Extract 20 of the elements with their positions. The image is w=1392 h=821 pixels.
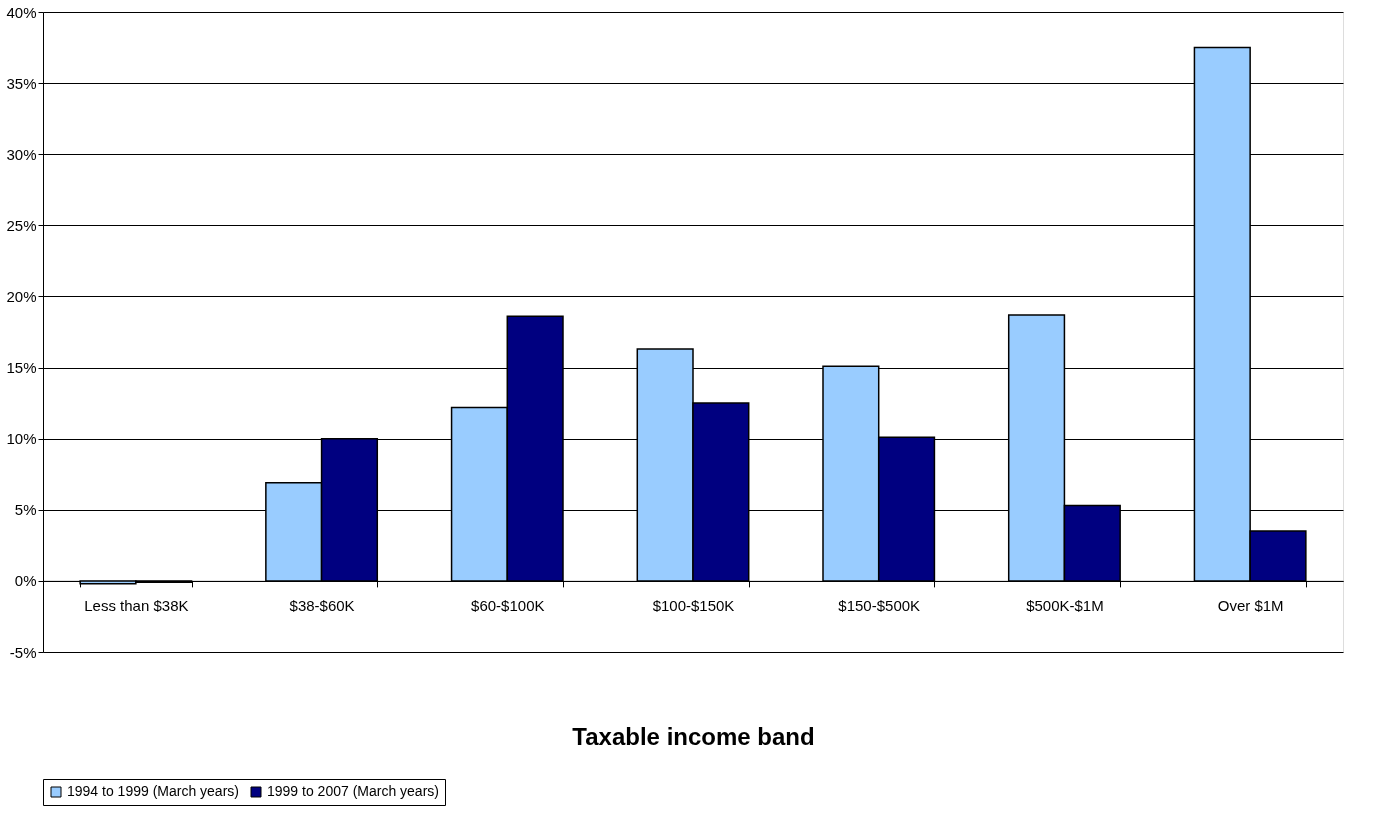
x-tick-label: $500K-$1M — [1026, 597, 1104, 615]
y-tick-label: 15% — [6, 359, 37, 377]
x-tick-label: $60-$100K — [471, 597, 545, 615]
y-tick-label: 40% — [6, 3, 37, 21]
y-tick-label: 35% — [6, 74, 37, 92]
y-tick-label: 30% — [6, 145, 37, 163]
y-tick-label: 5% — [14, 501, 37, 519]
x-tick-label: Over $1M — [1217, 597, 1284, 615]
x-tick-label: $100-$150K — [652, 597, 735, 615]
y-tick-label: 0% — [14, 572, 37, 590]
x-axis-title: Taxable income band — [572, 722, 815, 750]
legend-label: 1999 to 2007 (March years) — [267, 783, 439, 799]
x-tick-label: $150-$500K — [838, 597, 921, 615]
y-tick-label: 10% — [6, 430, 37, 448]
y-tick-label: 25% — [6, 216, 37, 234]
x-tick-label: Less than $38K — [84, 597, 189, 615]
y-tick-label: 20% — [6, 287, 37, 305]
legend-label: 1994 to 1999 (March years) — [67, 783, 239, 799]
y-tick-label: -5% — [9, 643, 37, 661]
x-tick-label: $38-$60K — [289, 597, 355, 615]
